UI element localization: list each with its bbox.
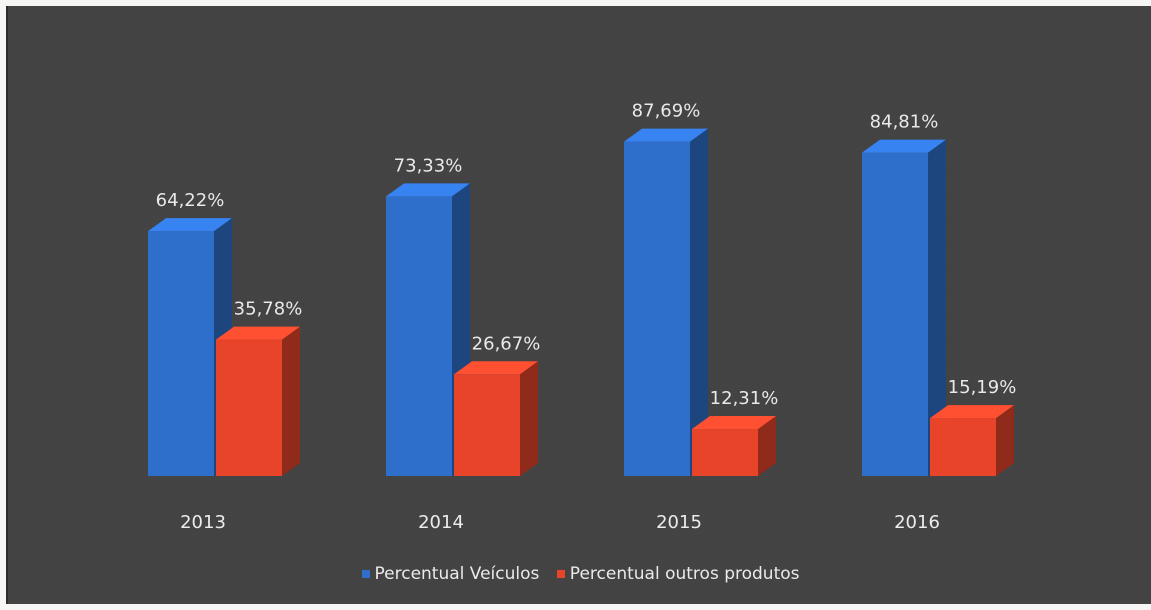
legend-item-veiculos: Percentual Veículos [361,564,540,584]
data-label: 26,67% [472,333,541,354]
legend-swatch-veiculos [361,570,370,578]
bar-side-face [996,405,1014,476]
bar-front-face [862,152,928,476]
bar-side-face [520,361,538,476]
bar-front-face [692,429,758,476]
bar-top-face [216,326,300,340]
bar-2016-series-1 [930,405,1014,476]
bar-front-face [454,374,520,476]
bar-top-face [148,218,232,232]
data-label: 73,33% [394,155,463,176]
bar-top-face [454,361,538,375]
bar-2015-series-0 [624,128,708,476]
data-label: 87,69% [632,101,701,122]
bar-top-face [386,183,470,197]
bar-side-face [758,416,776,476]
legend-label-veiculos: Percentual Veículos [374,564,540,584]
bar-2015-series-1 [692,416,776,476]
legend: Percentual Veículos Percentual outros pr… [8,564,1151,584]
bar-2014-series-0 [386,183,470,477]
chart-area: 64,22% 35,78% 2013 73,33% 26,67% 2014 87,69% 12… [6,6,1151,604]
bar-side-face [690,128,708,476]
bar-top-face [624,128,708,142]
x-tick-label: 2016 [894,512,940,533]
bar-chart: 64,22% 35,78% 2013 73,33% 26,67% 2014 87,69% 12… [148,101,1017,533]
data-label: 84,81% [870,112,939,133]
bar-front-face [148,231,214,476]
bar-top-face [930,405,1014,419]
bar-front-face [216,339,282,476]
bar-side-face [282,326,300,476]
bar-2013-series-1 [216,326,300,476]
bar-2016-series-0 [862,139,946,476]
x-tick-label: 2013 [180,512,226,533]
data-label: 15,19% [948,377,1017,398]
bar-front-face [624,141,690,476]
bar-front-face [930,418,996,476]
data-label: 35,78% [234,299,303,320]
bar-front-face [386,196,452,477]
x-tick-label: 2015 [656,512,702,533]
x-tick-label: 2014 [418,512,464,533]
data-label: 64,22% [156,190,225,211]
legend-swatch-outros [556,570,565,578]
bar-top-face [862,139,946,153]
bar-2014-series-1 [454,361,538,476]
data-label: 12,31% [710,388,779,409]
legend-label-outros: Percentual outros produtos [569,564,800,584]
bar-side-face [928,139,946,476]
bar-top-face [692,416,776,430]
legend-item-outros: Percentual outros produtos [556,564,800,584]
